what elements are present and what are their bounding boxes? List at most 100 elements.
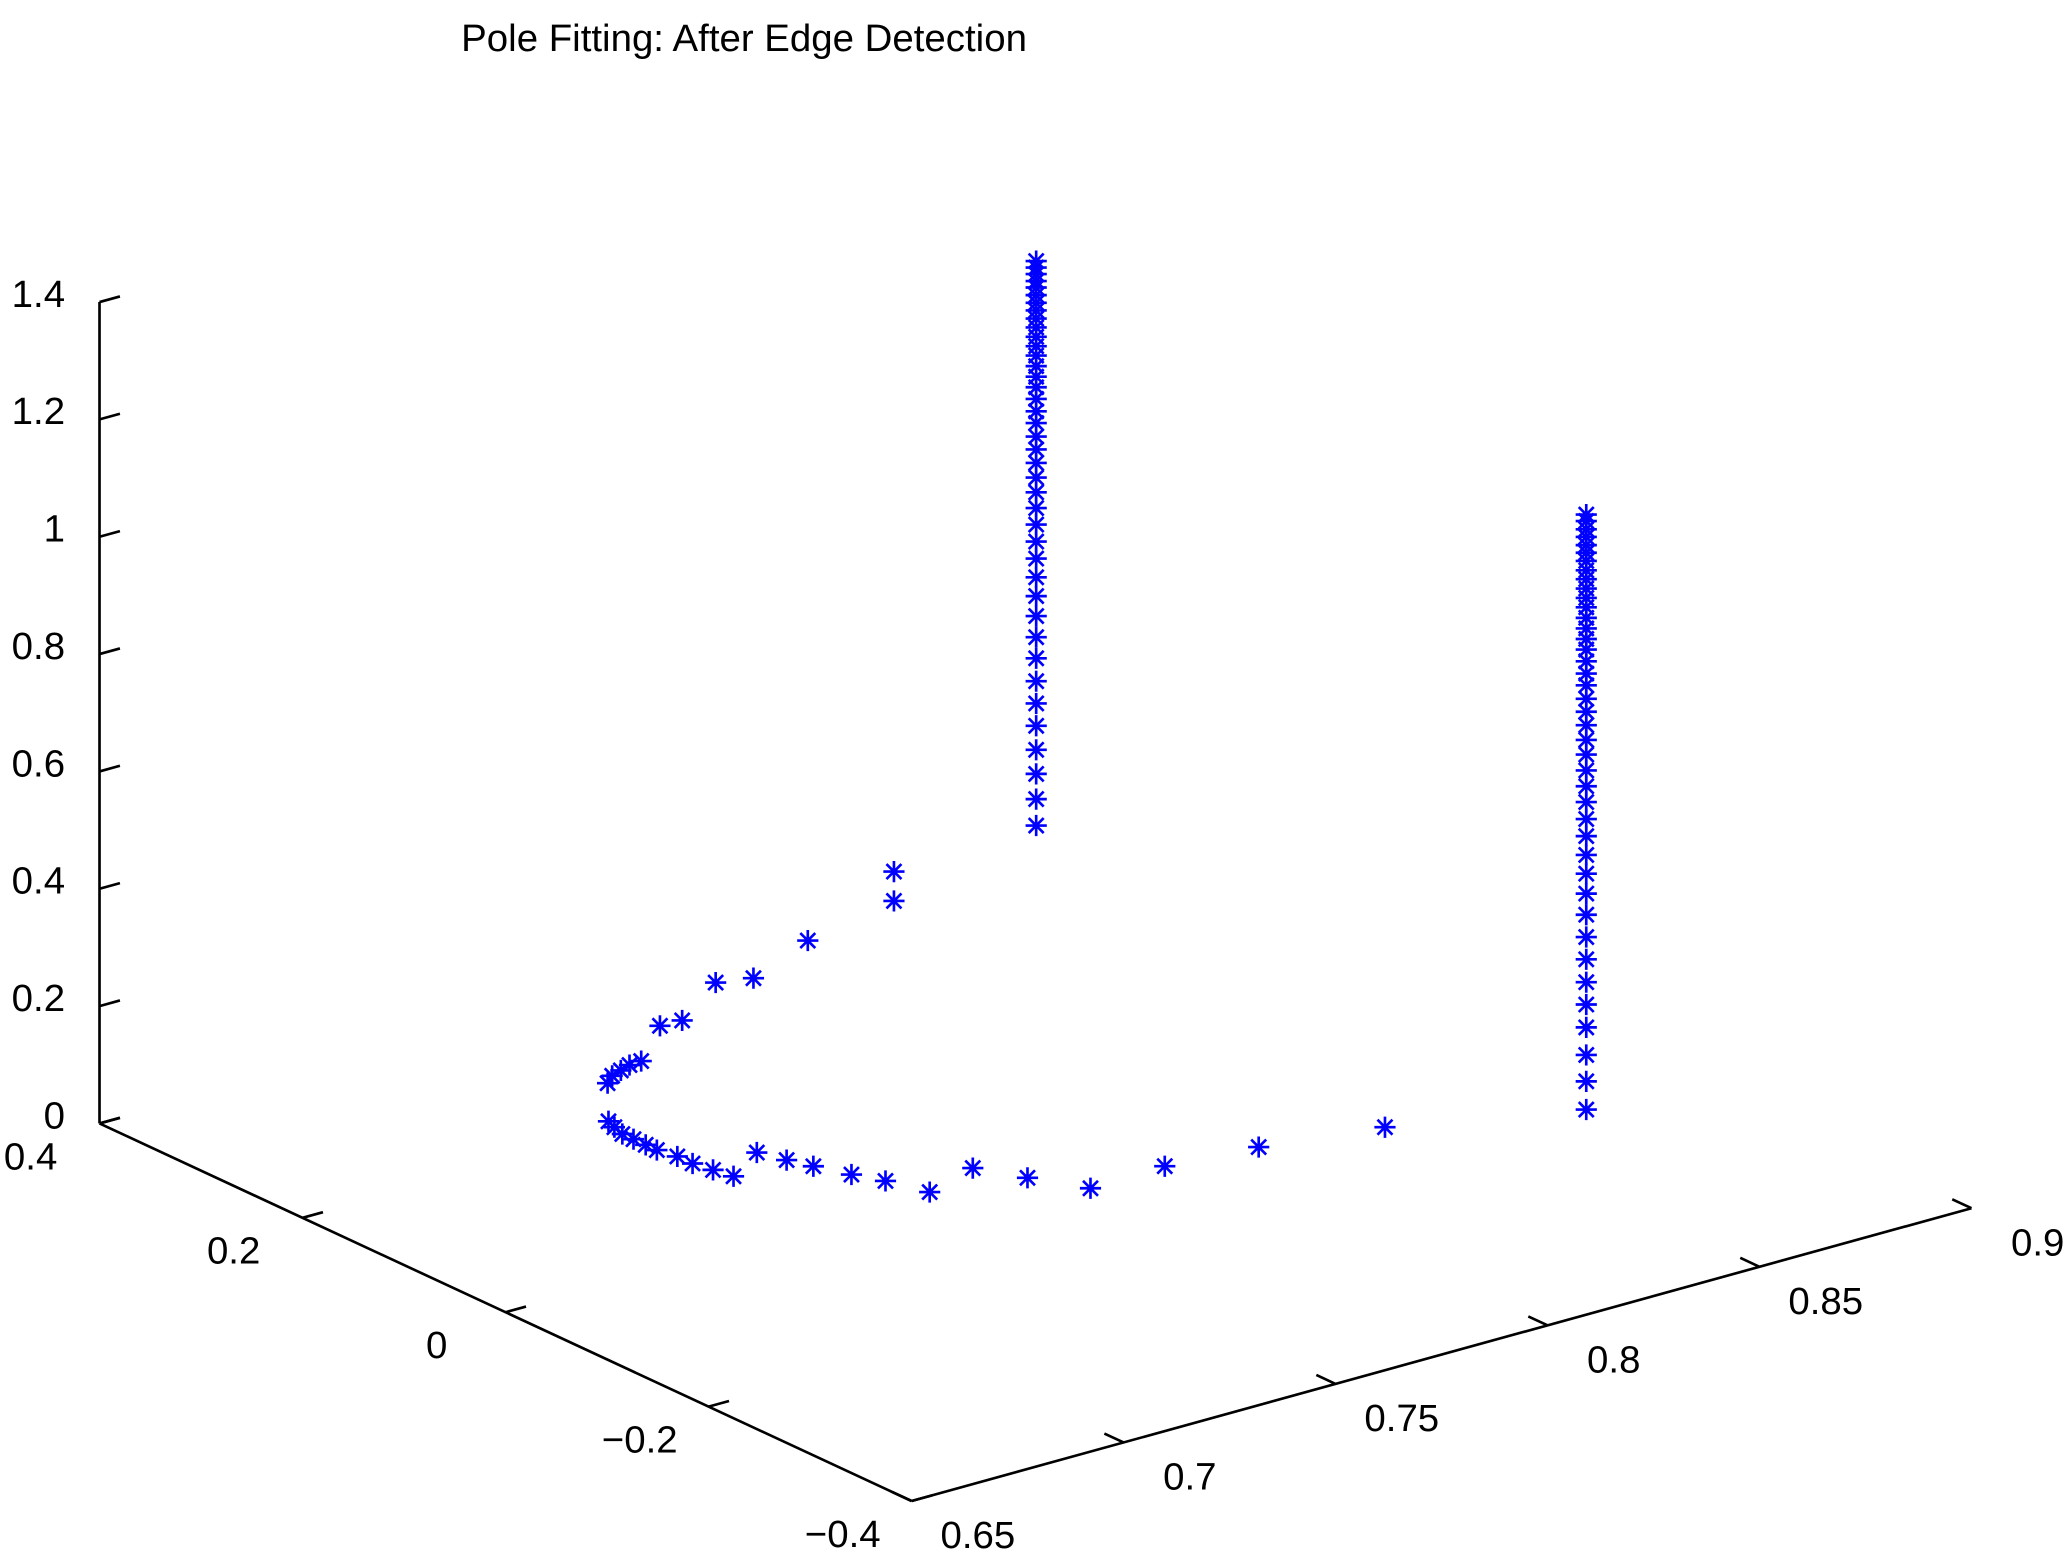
point	[1016, 1167, 1039, 1189]
point	[1025, 438, 1047, 461]
point	[1025, 788, 1047, 810]
x-tick-label: 0.85	[1788, 1280, 1863, 1323]
z-tick	[99, 764, 121, 773]
x-axis	[911, 1206, 1972, 1503]
point	[1575, 743, 1597, 766]
point	[776, 1149, 798, 1171]
z-tick	[99, 647, 121, 656]
x-tick	[1527, 1315, 1549, 1327]
point	[1025, 739, 1047, 761]
point	[1575, 1016, 1597, 1038]
y-tick-label: 0	[426, 1324, 447, 1367]
point	[874, 1170, 897, 1192]
point	[883, 890, 905, 912]
point	[919, 1181, 941, 1203]
point	[1575, 926, 1597, 948]
point	[1374, 1116, 1396, 1138]
point	[1575, 993, 1597, 1016]
point	[1025, 547, 1047, 570]
point	[601, 1065, 623, 1087]
point	[1025, 715, 1047, 737]
point	[1575, 674, 1597, 696]
point	[1025, 585, 1047, 607]
point	[1575, 863, 1597, 885]
point	[1025, 452, 1047, 474]
y-tick-label: −0.4	[805, 1513, 881, 1554]
x-tick-label: 0.8	[1587, 1339, 1640, 1382]
x-tick	[1951, 1198, 1973, 1210]
point	[702, 1159, 724, 1181]
z-tick	[99, 999, 121, 1008]
point	[962, 1157, 984, 1179]
point	[618, 1054, 641, 1076]
point	[1575, 948, 1597, 970]
point	[1575, 883, 1597, 905]
point	[1025, 412, 1047, 434]
point	[1248, 1136, 1270, 1158]
point	[1575, 825, 1597, 847]
point	[1025, 425, 1047, 448]
point	[1025, 692, 1047, 715]
point	[1575, 729, 1597, 751]
point	[1575, 650, 1597, 672]
point	[1079, 1177, 1102, 1199]
z-tick-label: 1.4	[12, 273, 65, 316]
point	[610, 1059, 632, 1082]
point	[705, 971, 727, 994]
z-tick-label: 1	[44, 508, 65, 551]
x-tick-label: 0.9	[2011, 1221, 2064, 1264]
point	[1575, 775, 1597, 797]
point	[666, 1145, 688, 1168]
point	[1025, 467, 1047, 489]
z-tick-label: 0.6	[12, 742, 65, 785]
point	[1575, 904, 1597, 926]
point	[1575, 791, 1597, 813]
point	[1025, 513, 1047, 536]
point	[1575, 1098, 1597, 1121]
point	[1575, 971, 1597, 993]
point	[630, 1050, 652, 1072]
point	[1575, 844, 1597, 866]
point	[1575, 808, 1597, 830]
y-tick-label: 0.2	[207, 1230, 260, 1273]
point	[742, 967, 765, 989]
point	[1025, 250, 1047, 272]
x-tick	[1315, 1373, 1337, 1386]
y-tick	[505, 1305, 527, 1314]
point	[1025, 481, 1047, 503]
z-tick-label: 0.4	[12, 860, 65, 903]
point	[1025, 647, 1047, 669]
point	[1025, 388, 1047, 410]
point	[722, 1165, 745, 1187]
z-tick	[99, 881, 121, 891]
y-tick	[302, 1210, 324, 1220]
x-tick	[1103, 1432, 1125, 1444]
point	[883, 861, 905, 883]
point	[681, 1152, 704, 1175]
point	[596, 1072, 619, 1094]
point	[1575, 663, 1597, 685]
point	[746, 1141, 768, 1164]
point	[1025, 566, 1047, 588]
z-tick	[99, 529, 121, 539]
point	[1575, 759, 1597, 782]
axes: 0.650.70.750.80.850.9−0.4−0.200.20.400.2…	[4, 273, 2064, 1554]
data-points	[596, 250, 1597, 1203]
point	[1575, 714, 1597, 736]
point	[1025, 497, 1047, 519]
point	[671, 1009, 693, 1032]
point	[646, 1139, 668, 1161]
x-tick-label: 0.65	[940, 1514, 1015, 1554]
point	[1575, 1070, 1597, 1092]
point	[802, 1155, 824, 1177]
point	[1025, 814, 1047, 837]
z-tick-label: 0	[44, 1094, 65, 1137]
point	[1025, 763, 1047, 785]
point	[1025, 670, 1047, 692]
z-tick	[99, 412, 121, 421]
x-tick	[1739, 1256, 1761, 1268]
y-tick	[708, 1399, 730, 1408]
point	[1575, 504, 1597, 526]
